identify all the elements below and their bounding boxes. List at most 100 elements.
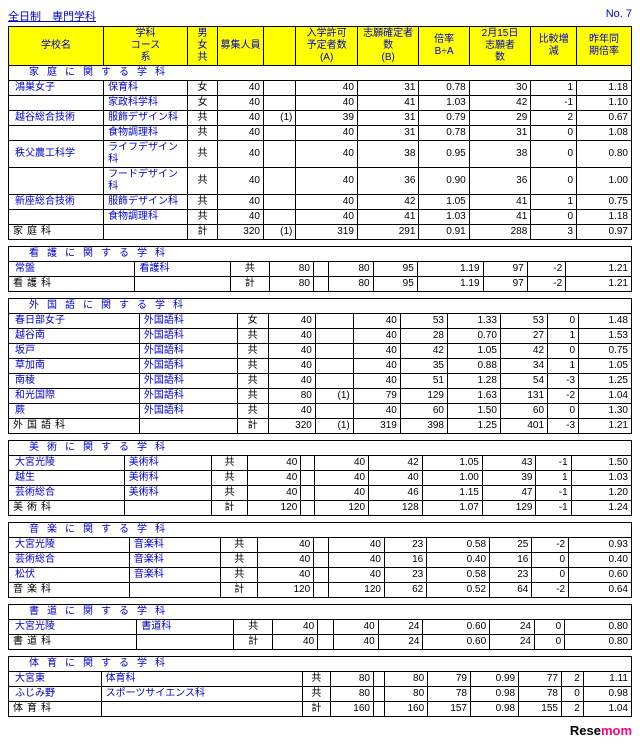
cell: -2: [532, 538, 569, 553]
cell: 79: [428, 672, 471, 687]
cell: 16: [384, 553, 426, 568]
cell: 401: [500, 419, 547, 434]
cell: フードデザイン科: [104, 168, 188, 195]
cell: 大宮光陵: [9, 538, 130, 553]
cell: 1.19: [417, 277, 483, 292]
cell: 0: [531, 210, 577, 225]
cell: 40: [273, 635, 318, 650]
cell: 2: [531, 111, 577, 126]
cell: 1.05: [419, 195, 469, 210]
cell: 80: [331, 687, 374, 702]
cell: 草加南: [9, 359, 140, 374]
cell: [315, 329, 353, 344]
cell: 41: [469, 195, 531, 210]
cell: 97: [483, 277, 527, 292]
cell: 40: [328, 553, 384, 568]
cell: 0.40: [427, 553, 490, 568]
cell: 40: [315, 471, 369, 486]
cell: [315, 404, 353, 419]
cell: 常盤: [9, 262, 135, 277]
cell: 40: [315, 486, 369, 501]
cell: 松伏: [9, 568, 130, 583]
cell: 共: [302, 672, 330, 687]
cell: [301, 456, 315, 471]
col-header: 倍率B÷A: [419, 27, 469, 66]
cell: [263, 81, 295, 96]
cell: 坂戸: [9, 344, 140, 359]
cell: 越生: [9, 471, 125, 486]
cell: 77: [519, 672, 562, 687]
cell: 食物調理科: [104, 126, 188, 141]
cell: 越谷総合技術: [9, 111, 104, 126]
cell: 39: [482, 471, 536, 486]
cell: 0.52: [427, 583, 490, 598]
cell: 共: [187, 141, 217, 168]
cell: 1.25: [579, 374, 632, 389]
cell: 共: [237, 374, 268, 389]
cell: 40: [353, 344, 400, 359]
cell: 1.21: [566, 262, 632, 277]
cell: -1: [536, 456, 571, 471]
cell: 97: [483, 262, 527, 277]
cell: 51: [400, 374, 447, 389]
cell: 書道科: [9, 635, 137, 650]
cell: -2: [532, 583, 569, 598]
cell: 78: [519, 687, 562, 702]
cell: [135, 277, 231, 292]
cell: 0: [532, 568, 569, 583]
cell: 蕨: [9, 404, 140, 419]
cell: 和光国際: [9, 389, 140, 404]
cell: 外国語科: [139, 374, 237, 389]
cell: 1.21: [579, 419, 632, 434]
section-table: 書道に関する学科大宮光陵書道科共4040240.602400.80書道科計404…: [8, 604, 632, 650]
cell: 鴻巣女子: [9, 81, 104, 96]
cell: 155: [519, 702, 562, 717]
cell: 27: [500, 329, 547, 344]
cell: 外国語科: [139, 344, 237, 359]
cell: 1.00: [577, 168, 632, 195]
cell: 41: [469, 210, 531, 225]
cell: 40: [315, 456, 369, 471]
cell: 外国語科: [9, 419, 140, 434]
col-header: 学科コース系: [104, 27, 188, 66]
cell: -2: [527, 262, 565, 277]
cell: 共: [237, 389, 268, 404]
cell: 0.75: [579, 344, 632, 359]
cell: 1.18: [577, 210, 632, 225]
cell: [139, 419, 237, 434]
cell: 越谷南: [9, 329, 140, 344]
section-title: 音楽に関する学科: [9, 523, 632, 538]
cell: 1.53: [579, 329, 632, 344]
cell: 0.40: [569, 553, 632, 568]
header-left: 全日制 専門学科: [8, 8, 96, 24]
cell: 120: [258, 583, 314, 598]
cell: 1.50: [571, 456, 631, 471]
cell: [315, 359, 353, 374]
cell: [104, 225, 188, 240]
cell: 95: [373, 262, 417, 277]
cell: 看護科: [135, 262, 231, 277]
cell: 書道科: [137, 620, 234, 635]
cell: [301, 471, 315, 486]
cell: 2: [561, 702, 583, 717]
cell: 0.97: [577, 225, 632, 240]
cell: 0.64: [569, 583, 632, 598]
cell: 53: [500, 314, 547, 329]
cell: 120: [315, 501, 369, 516]
cell: [373, 672, 384, 687]
cell: 40: [333, 620, 378, 635]
cell: 1.21: [566, 277, 632, 292]
cell: 34: [500, 359, 547, 374]
cell: 1.08: [577, 126, 632, 141]
cell: [315, 314, 353, 329]
cell: 1.00: [422, 471, 482, 486]
cell: 40: [218, 168, 264, 195]
brand-b: mom: [601, 723, 632, 738]
cell: 80: [269, 262, 313, 277]
cell: 共: [237, 404, 268, 419]
cell: 24: [490, 620, 535, 635]
cell: 1: [548, 329, 579, 344]
cell: 40: [218, 195, 264, 210]
cell: 120: [328, 583, 384, 598]
cell: 320: [218, 225, 264, 240]
